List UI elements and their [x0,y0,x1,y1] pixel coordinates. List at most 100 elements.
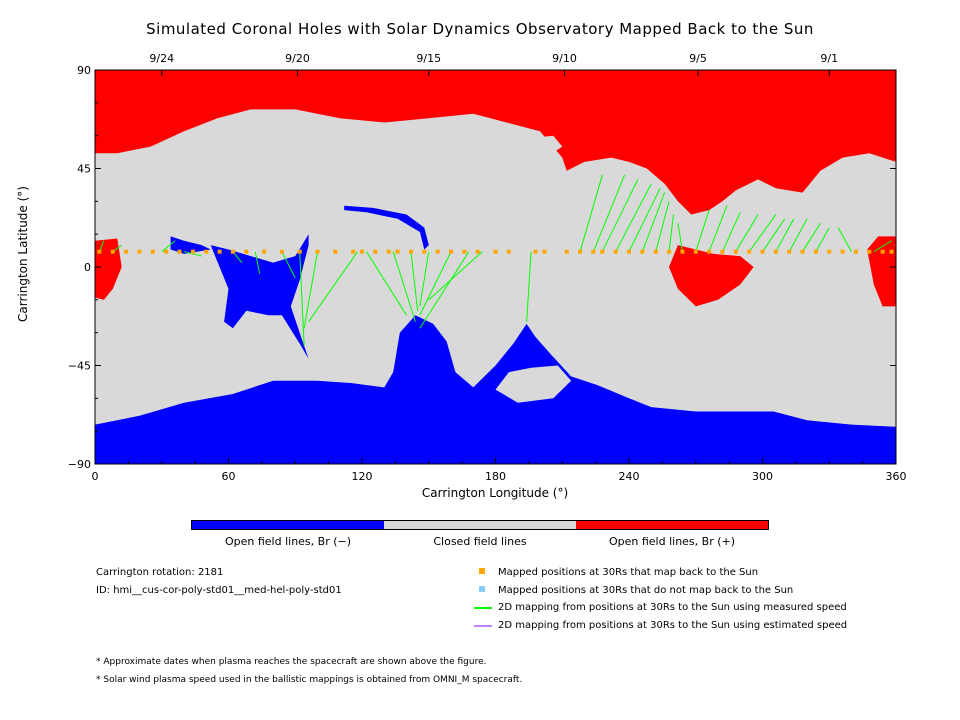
mapped-position-point [150,249,155,254]
mapped-position-point [373,249,378,254]
mapped-position-point [840,249,845,254]
mapped-position-point [177,249,182,254]
y-axis-label: Carrington Latitude (°) [16,186,30,322]
y-tick-label: 45 [77,163,91,176]
mapping-line [299,251,305,346]
mapped-position-point [462,249,467,254]
legend-label-unmapped: Mapped positions at 30Rs that do not map… [498,585,794,596]
mapped-position-point [315,249,320,254]
mapped-position-point [395,249,400,254]
mapping-line [615,183,652,252]
mapped-position-point [827,249,832,254]
mapped-position-point [97,249,102,254]
mapping-line [815,227,830,252]
mapped-position-point [244,249,249,254]
mapping-line [366,251,407,316]
chart-title: Simulated Coronal Holes with Solar Dynam… [146,20,814,38]
note-dates: * Approximate dates when plasma reaches … [96,657,487,667]
x-tick-label: 240 [619,470,640,483]
mapped-position-point [591,249,596,254]
date-tick-label: 9/20 [285,52,310,65]
mapping-line [695,209,710,252]
mapped-position-point [435,249,440,254]
mapped-position-point [297,249,302,254]
mapping-line [668,214,674,252]
y-tick-label: −45 [68,360,91,373]
mapping-line [628,187,661,252]
mapped-position-point [747,249,752,254]
mapping-line [419,251,430,307]
mapped-position-point [693,249,698,254]
mapped-position-point [627,249,631,254]
colorbar-label-positive: Open field lines, Br (+) [608,535,736,548]
mapping-line [526,251,532,322]
mapped-position-point [333,249,338,254]
colorbar-label-closed: Closed field lines [433,535,527,548]
mapped-position-point [506,249,511,254]
legend-swatch-unmapped [479,586,485,592]
colorbar-label-negative: Open field lines, Br (−) [224,535,352,548]
x-tick-label: 300 [752,470,773,483]
mapping-line [655,201,670,252]
mapped-position-point [386,249,391,254]
closed-island-south-island [495,365,572,403]
mapping-line [419,251,470,329]
mapped-position-point [578,249,583,254]
mapped-position-point [204,249,209,254]
mapped-position-point [880,249,885,254]
mapped-position-point [720,249,725,254]
mapped-position-point [813,249,818,254]
date-tick-label: 9/5 [689,52,707,65]
mapped-position-point [564,249,569,254]
mapped-position-point [475,249,480,254]
negative-open-region-upper-filament [344,205,429,250]
mapped-position-point [449,249,453,254]
mapped-position-point [640,249,645,254]
mapped-position-point [351,249,356,254]
mapped-position-point [667,249,672,254]
mapping-line [281,251,296,279]
x-tick-label: 60 [222,470,236,483]
date-tick-label: 9/10 [552,52,577,65]
mapped-position-point [408,249,413,254]
mapped-position-point [164,249,169,254]
mapping-line [788,218,808,252]
mapped-position-point [262,249,267,254]
mapping-line [308,251,358,323]
date-tick-label: 9/15 [416,52,441,65]
mapping-line [579,174,603,252]
mapped-position-point [217,249,222,254]
mapped-position-point [613,249,618,254]
date-tick-label: 9/1 [820,52,838,65]
legend-label-mapped: Mapped positions at 30Rs that map back t… [498,567,759,578]
mapped-position-point [707,249,712,254]
mapped-position-point [360,249,364,254]
legend-label-estimated: 2D mapping from positions at 30Rs to the… [498,620,848,631]
model-id: ID: hmi__cus-cor-poly-std01__med-hel-pol… [96,585,342,596]
mapping-line [802,222,821,252]
mapping-line [721,212,741,252]
colorbar-positive [576,520,768,529]
mapping-line [428,251,483,301]
mapped-position-point [773,249,778,254]
mapping-line [708,205,728,252]
mapped-position-point [279,249,284,254]
mapped-position-point [800,249,805,254]
mapping-line [641,192,666,252]
mapping-line [410,251,419,311]
mapped-position-point [533,249,538,254]
y-tick-label: −90 [68,458,91,471]
mapping-line [735,214,759,252]
legend-line-measured [474,607,492,609]
mapping-line [392,251,416,322]
mapped-position-point [190,249,195,254]
positive-open-region-west-edge-patch [95,238,122,300]
legend-swatch-mapped [479,568,485,574]
mapping-line [303,251,318,329]
carrington-rotation: Carrington rotation: 2181 [96,567,224,578]
x-tick-label: 180 [485,470,506,483]
mapped-position-point [867,249,872,254]
y-tick-label: 90 [77,64,91,77]
mapped-position-point [733,249,738,254]
